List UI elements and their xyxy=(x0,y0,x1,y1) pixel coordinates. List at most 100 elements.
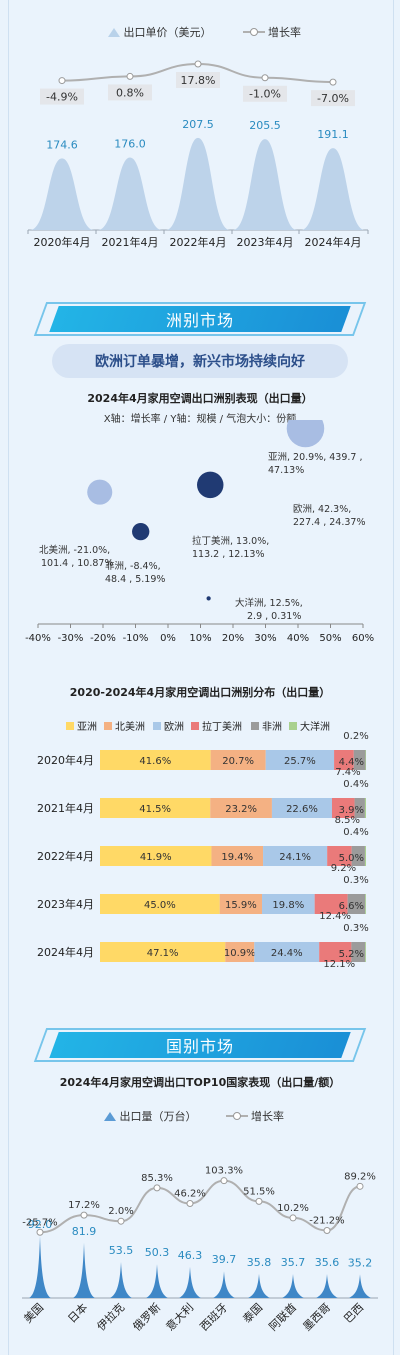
volume-spike xyxy=(349,1274,371,1298)
stack-segment xyxy=(351,846,365,866)
growth-marker xyxy=(356,1182,364,1190)
segment-label: 5.0% xyxy=(339,853,364,864)
segment-label: 15.9% xyxy=(225,900,257,911)
stack-segment xyxy=(319,942,352,962)
volume-label: 35.6 xyxy=(315,1256,340,1269)
volume-label: 35.7 xyxy=(281,1256,306,1269)
price-area xyxy=(98,157,162,230)
stack-segment xyxy=(100,750,211,770)
legend-swatch xyxy=(251,722,259,730)
growth-label: 51.5% xyxy=(243,1186,275,1197)
growth-marker xyxy=(323,1226,331,1234)
volume-label: 92.0 xyxy=(28,1218,53,1231)
growth-marker xyxy=(36,1228,44,1236)
segment-label: 25.7% xyxy=(284,756,316,767)
stack-segment xyxy=(327,846,352,866)
growth-marker xyxy=(117,1217,125,1225)
line-marker-icon xyxy=(242,28,265,36)
segment-label: 24.4% xyxy=(271,948,303,959)
stack-segment xyxy=(365,942,366,962)
line-marker-icon xyxy=(225,1112,248,1120)
country-label: 伊拉克 xyxy=(94,1300,127,1333)
stack-segment xyxy=(354,798,365,818)
stack-segment xyxy=(211,846,264,866)
stack-segment xyxy=(210,798,272,818)
growth-label-bg xyxy=(40,88,84,105)
growth-label: -1.0% xyxy=(249,88,281,101)
volume-label: 46.3 xyxy=(178,1249,203,1262)
stack-segment xyxy=(100,798,211,818)
stack-segment xyxy=(353,750,366,770)
legend-label: 非洲 xyxy=(262,721,282,733)
stack-segment xyxy=(364,846,366,866)
volume-label: 39.7 xyxy=(212,1253,237,1266)
country-label: 日本 xyxy=(65,1300,90,1325)
stack-segment xyxy=(263,846,328,866)
volume-spike xyxy=(179,1266,201,1298)
bubble-label: 非洲, -8.4%, xyxy=(105,560,161,572)
price-area xyxy=(233,139,297,230)
segment-label: 7.4% xyxy=(335,767,360,778)
country-label: 西班牙 xyxy=(198,1301,231,1334)
legend-label: 欧洲 xyxy=(164,721,184,733)
bubble-label: 101.4 , 10.87% xyxy=(41,558,113,569)
volume-spike xyxy=(316,1274,338,1298)
legend-swatch xyxy=(153,722,161,730)
growth-label: 89.2% xyxy=(344,1171,376,1182)
x-tick-label: 0% xyxy=(160,633,176,644)
growth-line xyxy=(39,1179,361,1234)
legend-rate-label: 增长率 xyxy=(251,1110,284,1123)
stacked-bar-chart: 亚洲 北美洲 欧洲 拉丁美洲 非洲 大洋洲 2020年4月 41.6% 20.7% 25.7% 7.… xyxy=(37,720,369,970)
growth-marker xyxy=(261,74,269,82)
growth-marker xyxy=(220,1177,228,1185)
volume-spike xyxy=(146,1264,168,1298)
growth-label: -4.9% xyxy=(46,91,78,104)
country-label: 阿联酋 xyxy=(266,1300,299,1333)
x-tick-label: 2020年4月 xyxy=(34,235,91,249)
legend-volume-label: 出口量（万台） xyxy=(119,1110,197,1123)
volume-label: 35.2 xyxy=(348,1256,373,1269)
growth-label: -25.7% xyxy=(22,1217,57,1228)
growth-label-bg xyxy=(311,90,355,107)
x-tick-label: -30% xyxy=(58,633,84,644)
stack-segment xyxy=(100,894,220,914)
bubble-chart: -40% -30% -20% -10% 0% 10% 20% 30% 40% 50% 60% 亚洲, … xyxy=(25,420,374,644)
country-label: 美国 xyxy=(21,1301,46,1326)
bubble-label: 拉丁美洲, 13.0%, xyxy=(192,535,269,547)
continent-headline: 欧洲订单暴增，新兴市场持续向好 xyxy=(52,344,348,378)
stack-segment xyxy=(225,942,255,962)
volume-label: 35.8 xyxy=(247,1256,272,1269)
chart1-legend: 出口单价（美元） 增长率 xyxy=(108,24,301,40)
growth-label: 103.3% xyxy=(205,1166,243,1177)
segment-label: 10.9% xyxy=(224,948,256,959)
segment-label: 41.6% xyxy=(139,756,171,767)
stack-segment xyxy=(347,894,366,914)
price-area xyxy=(30,158,94,230)
x-tick-label: 60% xyxy=(352,633,374,644)
growth-label-bg xyxy=(243,85,287,102)
price-growth-chart: 174.6 2020年4月 176.0 2021年4月 207.5 2022年4月 205.… xyxy=(27,60,369,249)
x-tick-label: 30% xyxy=(254,633,276,644)
growth-label-bg xyxy=(108,84,152,101)
growth-label: 17.2% xyxy=(68,1200,100,1211)
volume-label: 50.3 xyxy=(145,1246,170,1259)
bubble-非洲 xyxy=(132,522,150,541)
x-tick-label: 2021年4月 xyxy=(102,235,159,249)
stack-segment xyxy=(265,750,335,770)
price-label: 205.5 xyxy=(249,119,281,132)
segment-label: 45.0% xyxy=(144,900,176,911)
x-tick-label: 2022年4月 xyxy=(170,235,227,249)
growth-label: 46.2% xyxy=(174,1189,206,1200)
x-tick-label: 10% xyxy=(189,633,211,644)
bubble-label: 47.13% xyxy=(268,465,304,476)
x-tick-label: 20% xyxy=(222,633,244,644)
volume-spike xyxy=(213,1271,235,1298)
bubble-chart-title: 2024年4月家用空调出口洲别表现（出口量） xyxy=(87,392,313,405)
segment-label: 12.1% xyxy=(323,959,355,970)
segment-label: 9.2% xyxy=(331,863,356,874)
legend-price-label: 出口单价（美元） xyxy=(123,26,212,39)
growth-marker xyxy=(194,60,202,68)
price-label: 176.0 xyxy=(114,138,146,151)
growth-label: 0.8% xyxy=(116,86,144,99)
growth-marker xyxy=(80,1211,88,1219)
